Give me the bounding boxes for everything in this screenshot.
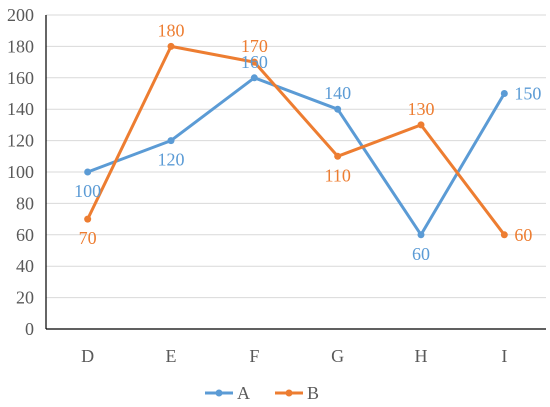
legend-marker-B: [285, 389, 293, 397]
y-tick-label-140: 140: [7, 99, 34, 119]
series-line-A: [86, 76, 506, 237]
y-tick-label-0: 0: [25, 319, 34, 339]
data-label-B-E: 180: [158, 20, 185, 40]
point-B-I: [500, 231, 508, 239]
y-tick-label-80: 80: [16, 193, 34, 213]
data-label-B-D: 70: [79, 228, 97, 248]
y-tick-label-100: 100: [7, 162, 34, 182]
y-tick-label-120: 120: [7, 131, 34, 151]
y-tick-label-200: 200: [7, 5, 34, 25]
x-tick-label-F: F: [249, 346, 259, 366]
y-tick-label-60: 60: [16, 225, 34, 245]
point-B-G: [334, 152, 342, 160]
data-label-A-H: 60: [412, 244, 430, 264]
point-A-D: [84, 168, 92, 176]
data-label-B-I: 60: [514, 225, 532, 245]
data-label-A-F: 160: [241, 52, 268, 72]
data-label-B-F: 170: [241, 36, 268, 56]
point-A-G: [334, 105, 342, 113]
point-A-H: [417, 231, 425, 239]
data-label-B-H: 130: [408, 99, 435, 119]
x-tick-label-D: D: [81, 346, 94, 366]
y-tick-label-160: 160: [7, 68, 34, 88]
x-tick-label-G: G: [331, 346, 344, 366]
legend-marker-A: [215, 389, 223, 397]
y-tick-label-20: 20: [16, 288, 34, 308]
data-label-A-E: 120: [158, 150, 185, 170]
x-tick-label-I: I: [501, 346, 507, 366]
point-A-F: [250, 74, 258, 82]
point-B-D: [84, 215, 92, 223]
series-line-B: [86, 44, 506, 237]
data-label-A-D: 100: [74, 181, 101, 201]
point-A-E: [167, 137, 175, 145]
data-label-B-G: 110: [324, 165, 350, 185]
legend-label-B: B: [307, 383, 319, 403]
data-label-A-G: 140: [324, 83, 351, 103]
y-tick-label-180: 180: [7, 36, 34, 56]
data-label-A-I: 150: [514, 84, 541, 104]
point-B-F: [250, 58, 258, 66]
point-A-I: [500, 90, 508, 97]
legend-label-A: A: [237, 383, 250, 403]
point-B-H: [417, 121, 425, 129]
y-tick-label-40: 40: [16, 256, 34, 276]
x-tick-label-H: H: [415, 346, 428, 366]
point-B-E: [167, 42, 175, 50]
x-tick-label-E: E: [166, 346, 177, 366]
